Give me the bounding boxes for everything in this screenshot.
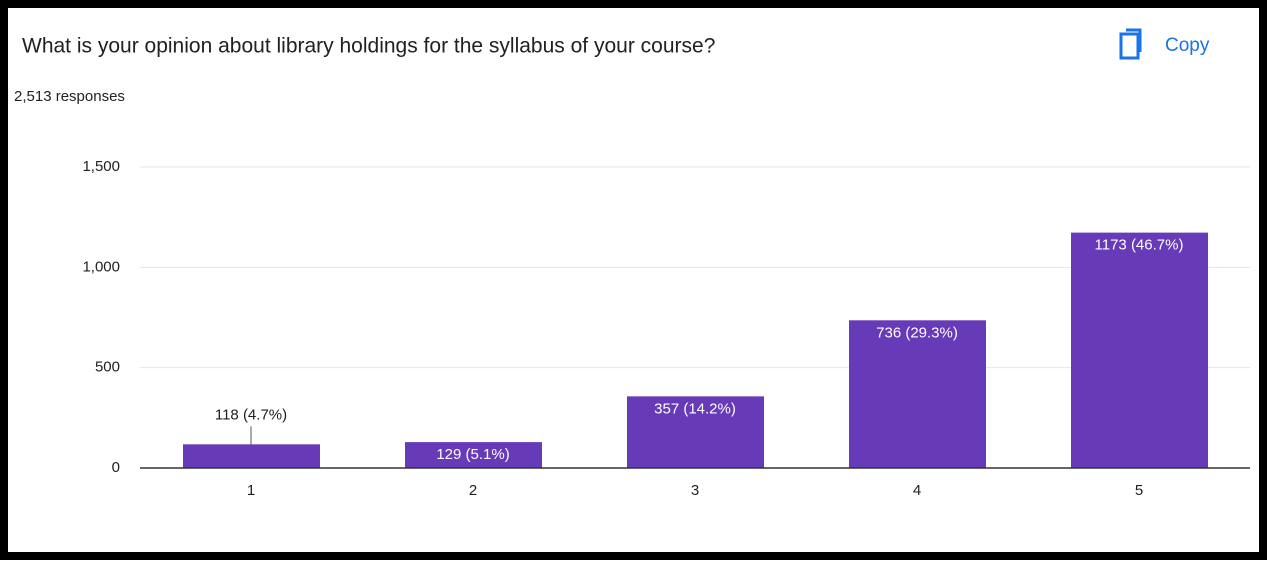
data-label: 1173 (46.7%) <box>1095 237 1184 254</box>
bar <box>405 442 542 468</box>
x-tick-label: 5 <box>1135 482 1143 499</box>
copy-button[interactable]: Copy <box>1119 28 1210 60</box>
data-label: 129 (5.1%) <box>436 446 509 463</box>
bar <box>849 320 986 468</box>
bar <box>183 444 320 468</box>
y-tick-label: 0 <box>112 459 120 476</box>
x-tick-label: 3 <box>691 482 699 499</box>
copy-icon-back <box>1126 28 1142 52</box>
data-label: 118 (4.7%) <box>215 406 287 423</box>
data-label: 357 (14.2%) <box>654 400 736 417</box>
copy-icon <box>1119 32 1140 60</box>
response-count: 2,513 responses <box>14 88 125 105</box>
copy-label: Copy <box>1165 35 1210 56</box>
data-label: 736 (29.3%) <box>876 324 958 341</box>
y-tick-label: 500 <box>95 359 120 376</box>
y-tick-label: 1,500 <box>82 158 120 175</box>
chart-title: What is your opinion about library holdi… <box>22 35 715 58</box>
bar <box>1071 232 1208 468</box>
x-tick-label: 1 <box>247 482 255 499</box>
y-tick-label: 1,000 <box>82 258 120 275</box>
x-tick-label: 2 <box>469 482 477 499</box>
bar <box>627 396 764 468</box>
x-tick-label: 4 <box>913 482 921 499</box>
